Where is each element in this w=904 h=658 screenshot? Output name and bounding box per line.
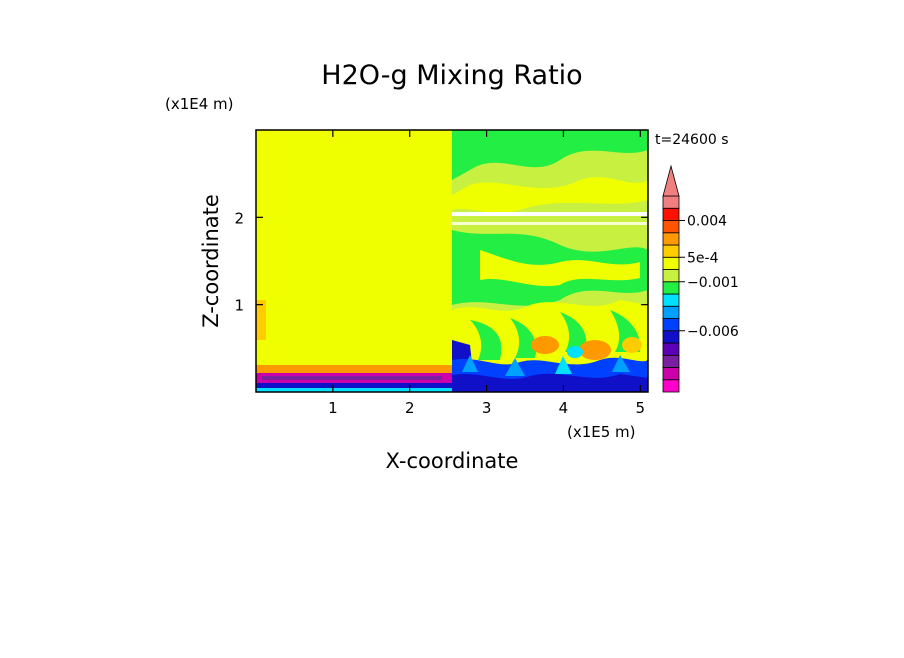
colorbar-swatch: [662, 220, 680, 234]
colorbar-extend-arrow: [662, 164, 680, 197]
x-unit-label: (x1E5 m): [567, 423, 636, 441]
x-tick-label: 3: [482, 399, 492, 417]
x-tick-label: 4: [559, 399, 569, 417]
colorbar-swatch: [662, 269, 680, 283]
y-axis: 12: [234, 209, 648, 315]
colorbar-label: −0.006: [687, 324, 739, 340]
plot-frame: [255, 129, 649, 393]
y-axis-label: Z-coordinate: [199, 194, 223, 328]
colorbar-swatch: [662, 232, 680, 246]
colorbar-swatch: [662, 195, 680, 209]
colorbar-swatch: [662, 281, 680, 295]
colorbar-swatch: [662, 256, 680, 270]
colorbar-swatch: [662, 330, 680, 344]
heatmap-field: [256, 130, 648, 392]
colorbar-swatch: [662, 244, 680, 258]
colorbar-label: 5e-4: [687, 250, 719, 266]
x-tick-label: 5: [636, 399, 646, 417]
y-tick-label: 1: [234, 297, 244, 315]
y-unit-label: (x1E4 m): [165, 95, 234, 113]
y-tick-label: 2: [234, 209, 244, 227]
colorbar-swatch: [662, 379, 680, 393]
chart-title: H2O-g Mixing Ratio: [321, 60, 582, 91]
colorbar-swatch: [662, 207, 680, 221]
x-tick-label: 2: [405, 399, 415, 417]
colorbar-label: 0.004: [687, 214, 727, 230]
x-axis: 1 2 3 4 5: [328, 130, 645, 417]
colorbar-swatch: [662, 318, 680, 332]
colorbar-swatch: [662, 367, 680, 381]
colorbar-swatch: [662, 305, 680, 319]
colorbar-swatch: [662, 293, 680, 307]
colorbar-label: −0.001: [687, 275, 739, 291]
x-axis-label: X-coordinate: [386, 449, 519, 473]
time-label: t=24600 s: [655, 132, 729, 148]
colorbar: 0.004 5e-4 −0.001 −0.006: [662, 164, 739, 393]
colorbar-swatch: [662, 354, 680, 368]
colorbar-swatch: [662, 342, 680, 356]
x-tick-label: 1: [328, 399, 338, 417]
